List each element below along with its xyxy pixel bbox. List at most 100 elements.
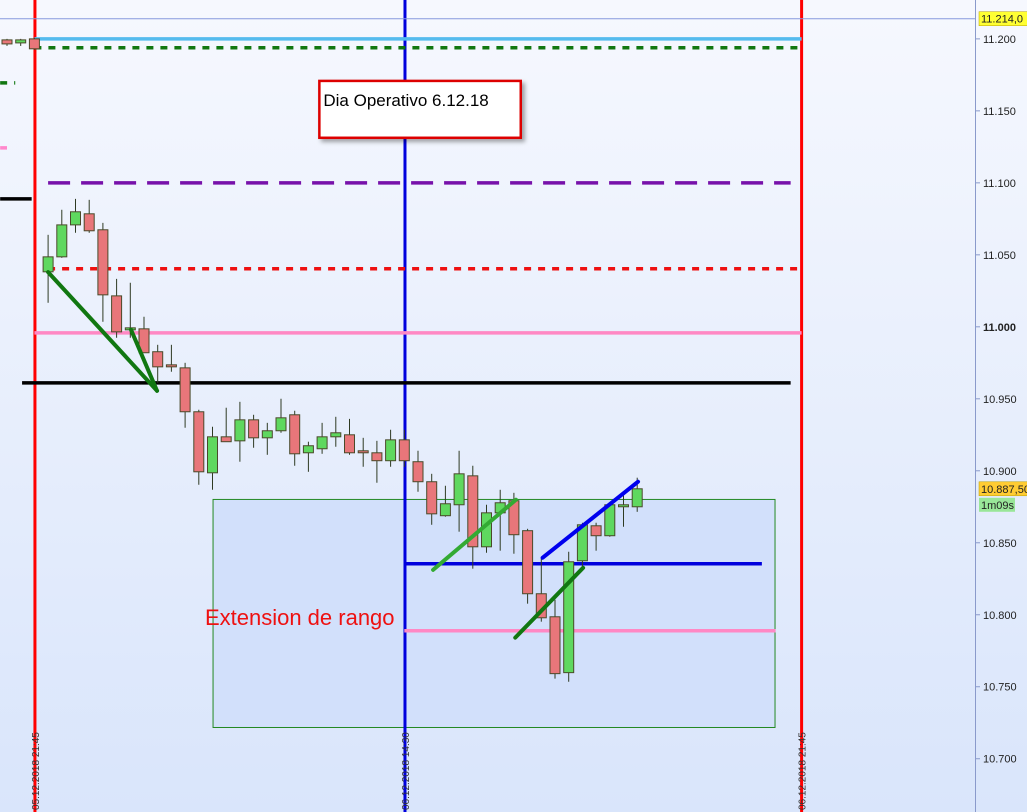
candle-body-down (152, 351, 164, 368)
candle (15, 38, 27, 46)
candle-body-down (248, 419, 260, 439)
candle (193, 409, 205, 485)
candle (302, 441, 314, 472)
candle-body-down (1, 39, 13, 45)
candle-body-down (83, 213, 95, 232)
candle-body-down (522, 530, 534, 595)
trend-lines-layer (46, 270, 641, 640)
price-badge-text: 10.887,50 (981, 484, 1027, 496)
candle (522, 528, 534, 604)
countdown-text: 1m09s (981, 500, 1015, 512)
candle (549, 599, 561, 679)
candle (330, 416, 342, 447)
trend-line (513, 565, 586, 640)
price-tick-label: 10.750 (983, 682, 1017, 694)
candle (1, 38, 13, 46)
candle-body-down (412, 461, 424, 483)
candle (220, 407, 232, 443)
candle (56, 209, 68, 258)
candle-body-down (138, 328, 150, 354)
candle-body-up (275, 417, 287, 432)
candle-body-up (234, 419, 246, 442)
candle-body-down (28, 38, 40, 50)
candle-body-up (563, 561, 575, 674)
candle (467, 465, 479, 569)
candle-body-down (426, 481, 438, 515)
candle-body-up (261, 430, 273, 439)
candle (261, 422, 273, 455)
price-tick-label: 10.850 (983, 538, 1017, 550)
candle-body-up (70, 211, 81, 226)
candle (179, 362, 191, 428)
price-lines-layer (0, 18, 975, 633)
trend-line (128, 327, 160, 393)
candle-body-down (467, 475, 479, 548)
candle-body-down (398, 439, 410, 462)
candle-body-down (220, 436, 232, 443)
candle (28, 37, 40, 50)
price-tick-label: 11.150 (983, 106, 1016, 118)
candle-body-down (111, 295, 123, 333)
candle (453, 450, 465, 532)
candle-body-up (330, 432, 342, 438)
candle-body-down (165, 364, 177, 368)
price-tick-label: 11.000 (983, 322, 1016, 334)
annotation-title-box[interactable] (318, 79, 522, 140)
candle (152, 344, 164, 383)
range-label-text: Extension de rango (205, 605, 395, 630)
candle (563, 551, 575, 682)
candle (439, 485, 451, 517)
trend-line (46, 270, 160, 393)
candle-body-down (371, 452, 383, 462)
range-box-layer (212, 498, 776, 728)
candle (316, 422, 328, 454)
trend-line (540, 479, 641, 560)
candle (289, 410, 301, 466)
price-badges: 11.214,0 10.887,50 1m09s (978, 11, 1027, 512)
candle (207, 426, 218, 490)
price-tick-label: 11.100 (983, 178, 1016, 190)
price-tick-label: 11.050 (983, 250, 1016, 262)
trend-line (431, 497, 518, 572)
candle-body-down (344, 434, 355, 454)
candle (138, 316, 150, 354)
time-axis-labels: 05.12.2018 21:45 06.12.2018 14:30 06.12.20… (31, 732, 809, 810)
candle-body-up (631, 488, 643, 508)
candle (234, 401, 246, 462)
time-axis-label: 06.12.2018 21:45 (798, 732, 809, 810)
candle (426, 473, 438, 525)
candle (398, 429, 410, 467)
candle (344, 418, 355, 455)
candle-body-up (302, 445, 314, 454)
candle-body-up (316, 436, 328, 450)
price-tick-label: 10.900 (983, 466, 1017, 478)
price-tick-label: 10.950 (983, 394, 1017, 406)
range-box (212, 498, 776, 728)
candle-body-down (590, 525, 602, 537)
candle-body-down (193, 411, 205, 473)
candle (371, 440, 383, 483)
time-axis-label: 05.12.2018 21:45 (31, 732, 42, 810)
candle-body-up (618, 504, 629, 508)
candle-body-up (207, 436, 218, 474)
candle (70, 198, 81, 233)
price-badge (978, 481, 1027, 497)
candle (357, 437, 369, 467)
candle (412, 450, 424, 492)
price-tick-label: 10.700 (983, 754, 1017, 766)
candle-body-up (385, 439, 397, 462)
candle-body-up (15, 39, 27, 44)
price-badge (978, 11, 1027, 26)
price-tick-label: 10.800 (983, 610, 1017, 622)
candle-body-up (56, 224, 68, 258)
price-axis[interactable]: 10.700 10.750 10.800 10.850 10.900 10.950 11.0… (975, 0, 1017, 812)
candle (275, 398, 287, 433)
price-tick-label: 11.200 (983, 34, 1016, 46)
candle (83, 199, 95, 233)
candle-body-down (549, 616, 561, 675)
annotations-layer: Dia Operativo 6.12.18 Extension de rango (205, 79, 522, 630)
candle (618, 494, 629, 527)
time-axis-label: 06.12.2018 14:30 (401, 732, 412, 810)
countdown-badge (979, 497, 1015, 512)
